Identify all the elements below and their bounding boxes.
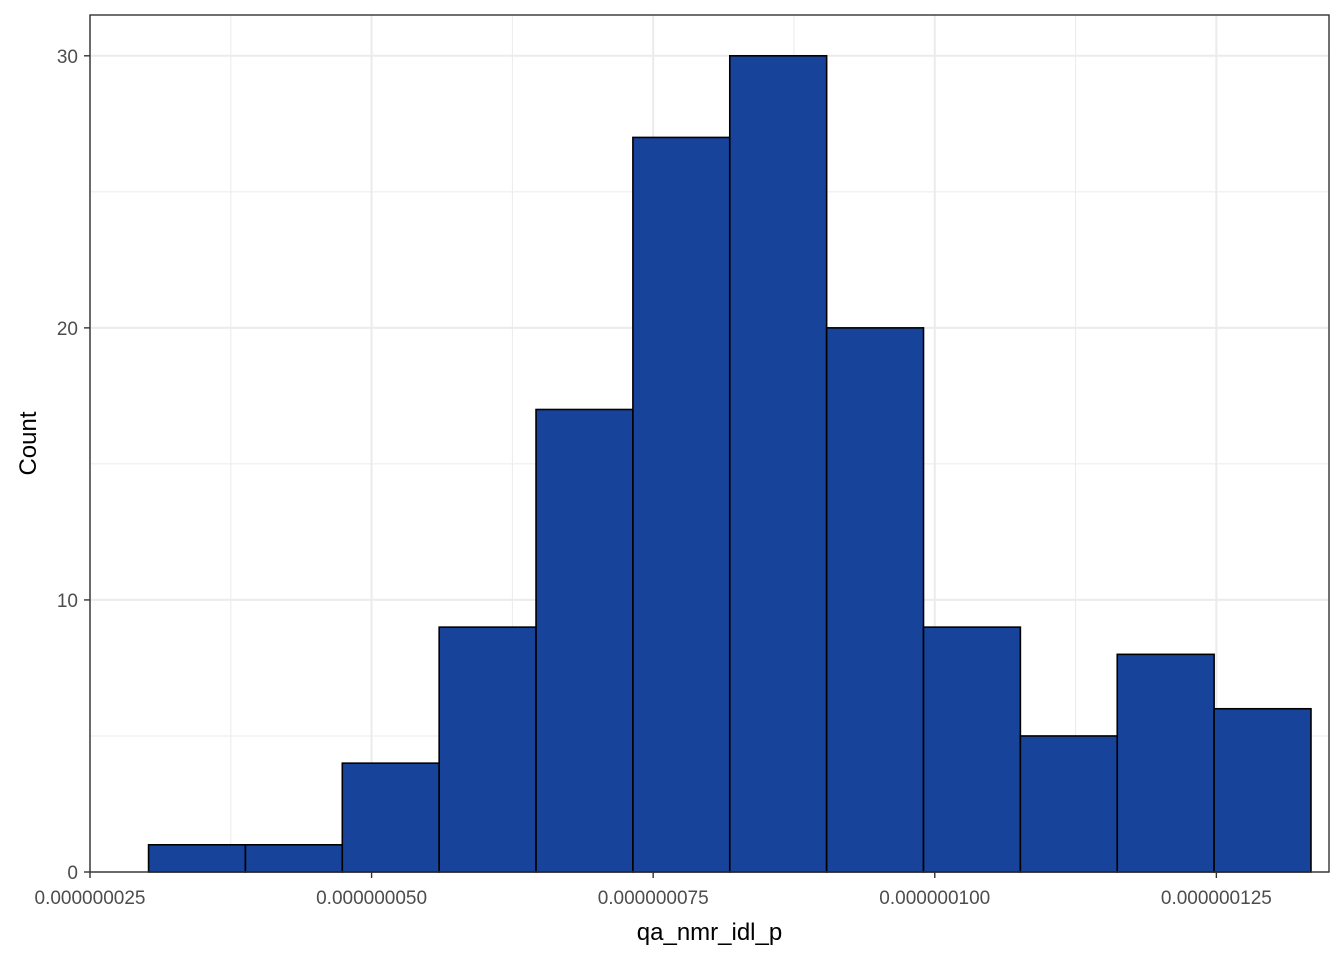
histogram-bar (1116, 653, 1215, 873)
x-axis-title: qa_nmr_idl_p (637, 919, 782, 946)
x-axis: 0.000000025 0.000000050 0.000000075 0.00000… (35, 872, 1272, 909)
histogram-bar (1213, 707, 1312, 873)
y-tick-label: 20 (57, 319, 78, 340)
x-tick-label: 0.000000125 (1161, 888, 1272, 909)
y-axis: 0 10 20 30 (57, 47, 90, 884)
histogram-bar (632, 136, 731, 873)
histogram-bar (535, 408, 634, 873)
histogram-bar (922, 626, 1022, 873)
x-tick-label: 0.000000025 (35, 888, 146, 909)
histogram-bar (825, 327, 925, 873)
y-tick-label: 30 (57, 47, 78, 68)
panel-border (89, 14, 1330, 873)
histogram-bar (728, 55, 828, 873)
histogram-bar (438, 626, 537, 873)
y-tick-label: 10 (57, 591, 78, 612)
histogram-bar (341, 762, 440, 873)
x-tick-label: 0.000000075 (598, 888, 709, 909)
x-tick-label: 0.000000050 (316, 888, 427, 909)
histogram-bar (147, 843, 247, 873)
y-axis-title: Count (15, 411, 42, 475)
x-tick-label: 0.000000100 (879, 888, 990, 909)
histogram-bars (147, 55, 1312, 873)
y-tick-label: 0 (67, 863, 78, 884)
histogram-bar (244, 843, 344, 873)
histogram-bar (1019, 735, 1119, 873)
